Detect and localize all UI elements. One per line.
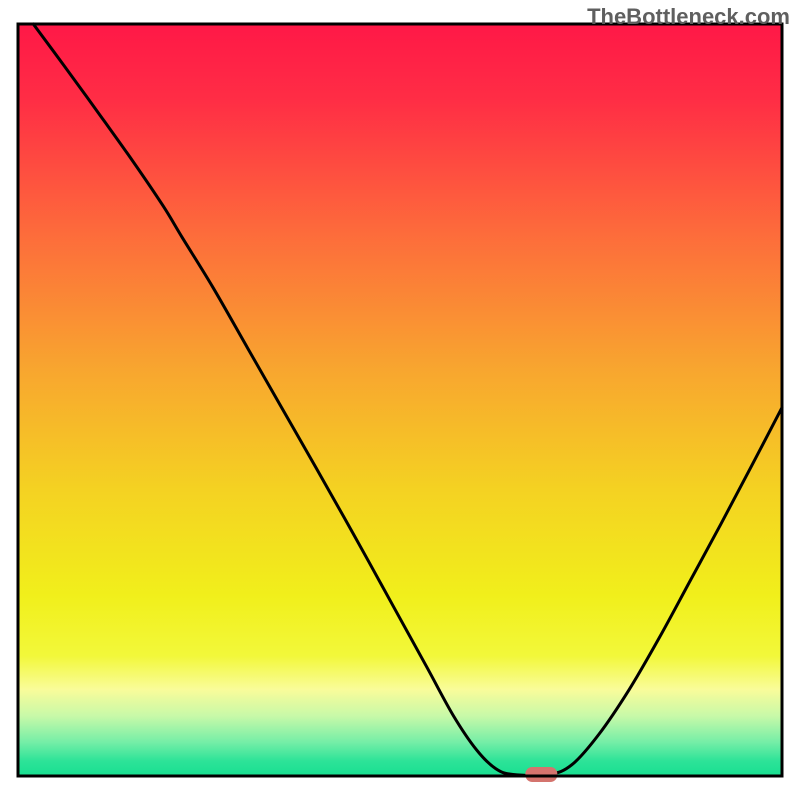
bottleneck-chart: TheBottleneck.com [0,0,800,800]
gradient-background [18,24,782,776]
optimal-point-marker [525,767,557,782]
chart-svg [0,0,800,800]
